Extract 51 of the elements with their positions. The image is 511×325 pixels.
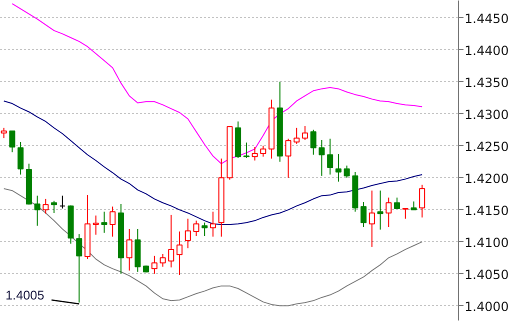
candlestick bbox=[18, 141, 24, 176]
candlestick bbox=[202, 222, 208, 237]
candlestick bbox=[59, 195, 66, 209]
candlestick bbox=[310, 129, 316, 156]
candlestick bbox=[335, 154, 342, 182]
candlestick bbox=[402, 208, 408, 220]
candlestick bbox=[42, 198, 49, 214]
candlestick bbox=[210, 211, 216, 238]
candlestick bbox=[92, 215, 99, 236]
candlestick bbox=[419, 184, 426, 218]
candlestick bbox=[327, 138, 334, 176]
y-tick-label: 1.4150 bbox=[464, 202, 509, 218]
candlestick bbox=[76, 234, 82, 304]
candlestick bbox=[101, 211, 108, 234]
candlestick bbox=[302, 125, 308, 141]
candlestick bbox=[160, 253, 166, 268]
candlestick bbox=[110, 206, 116, 238]
candlestick bbox=[0, 127, 7, 139]
candlestick bbox=[193, 220, 200, 237]
annotation: 1.4005 bbox=[6, 288, 44, 302]
candlestick bbox=[51, 200, 58, 214]
line-series bbox=[12, 3, 423, 164]
candlestick bbox=[360, 202, 367, 228]
candlestick bbox=[377, 190, 384, 230]
candlestick bbox=[344, 165, 350, 178]
candlestick bbox=[243, 142, 250, 158]
y-tick-label: 1.4100 bbox=[464, 234, 509, 250]
candlestick bbox=[151, 255, 158, 274]
y-tick-label: 1.4300 bbox=[464, 106, 509, 122]
candlestick bbox=[9, 130, 16, 153]
candlestick bbox=[184, 218, 191, 249]
candlestick bbox=[285, 138, 292, 178]
y-tick-label: 1.4250 bbox=[464, 138, 509, 154]
candlestick bbox=[126, 228, 132, 272]
y-tick-label: 1.4450 bbox=[464, 10, 509, 26]
candlestick bbox=[318, 140, 325, 176]
line-series bbox=[3, 188, 423, 306]
candlestick bbox=[260, 145, 266, 158]
candlestick bbox=[394, 197, 400, 209]
candlestick bbox=[368, 190, 375, 248]
y-tick-label: 1.4350 bbox=[464, 74, 509, 90]
candlestick bbox=[252, 146, 258, 161]
candlestick bbox=[168, 214, 174, 268]
y-tick-label: 1.4200 bbox=[464, 170, 509, 186]
candlestick bbox=[34, 195, 40, 226]
candlestick bbox=[386, 197, 392, 228]
y-tick-label: 1.4000 bbox=[464, 298, 509, 314]
y-tick-label: 1.4400 bbox=[464, 42, 509, 58]
y-tick-label: 1.4050 bbox=[464, 266, 509, 282]
candlestick bbox=[294, 127, 300, 144]
candlestick bbox=[176, 231, 183, 276]
